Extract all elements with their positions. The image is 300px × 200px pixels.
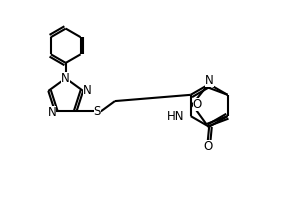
Text: O: O xyxy=(193,98,202,111)
Text: N: N xyxy=(61,72,70,85)
Text: N: N xyxy=(205,74,214,87)
Text: N: N xyxy=(48,106,56,119)
Text: N: N xyxy=(83,84,92,97)
Text: O: O xyxy=(203,140,212,153)
Text: S: S xyxy=(94,105,101,118)
Text: HN: HN xyxy=(167,110,184,123)
